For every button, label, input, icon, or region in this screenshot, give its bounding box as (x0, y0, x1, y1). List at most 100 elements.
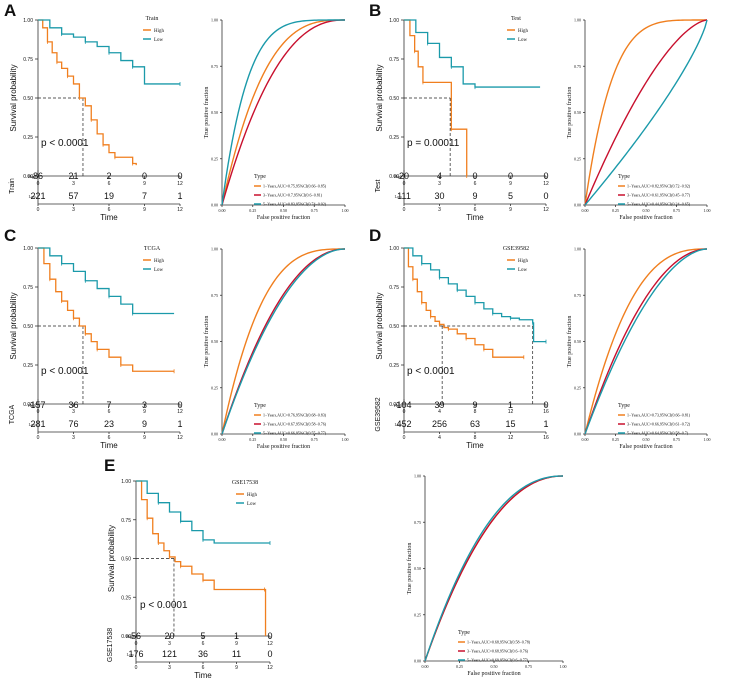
panel-label: A (4, 1, 16, 20)
y-axis-label: Survival probability (375, 292, 384, 359)
roc-y-tick-label: 0.00 (574, 203, 581, 208)
roc-y-tick-label: 0.00 (211, 432, 218, 437)
roc-x-tick-label: 0.75 (311, 437, 318, 442)
risk-x-tick-label: 0 (37, 207, 40, 213)
roc-y-tick-label: 0.75 (211, 64, 218, 69)
roc-y-tick-label: 0.75 (211, 293, 218, 298)
y-tick-label: 1.00 (121, 479, 131, 485)
y-tick-label: 0.75 (121, 518, 131, 524)
roc-panel-e: 0.000.00 0.25 0.25 0.50 0.50 0.75 0.75 1.00 1.00… (406, 474, 567, 678)
risk-row-label: Low (127, 652, 134, 657)
y-tick-label: 0.25 (23, 363, 33, 369)
risk-count-low: 5 (508, 191, 513, 201)
km-curve-low (38, 247, 175, 315)
legend-label: Low (154, 268, 164, 273)
km-panel-a: A0.000.250.500.751.00036912Survival prob… (4, 1, 183, 222)
risk-x-tick-label: 12 (177, 435, 183, 441)
p-value: p < 0.0001 (41, 366, 89, 377)
roc-legend-label: 3−Years,AUC=0.68,95%CI(0.6−0.76) (467, 649, 529, 655)
risk-x-tick-label: 6 (108, 207, 111, 213)
roc-y-tick-label: 1.00 (574, 18, 581, 23)
risk-count-low: 1 (543, 419, 548, 429)
legend-label: High (247, 493, 258, 498)
roc-legend-label: 3−Years,AUC=0.7,95%CI(0.6−0.81) (263, 193, 323, 199)
legend-label: Low (518, 268, 528, 273)
x-tick-label: 12 (177, 409, 183, 415)
roc-x-axis-label: False positive fraction (467, 670, 520, 677)
y-tick-label: 1.00 (389, 18, 399, 24)
roc-y-tick-label: 0.25 (574, 385, 581, 390)
roc-x-tick-label: 0.00 (219, 437, 226, 442)
risk-x-tick-label: 3 (438, 207, 441, 213)
x-tick-label: 3 (72, 181, 75, 187)
y-axis-label: Survival probability (9, 64, 18, 131)
time-label: Time (466, 213, 484, 222)
risk-count-low: 452 (396, 419, 411, 429)
risk-table-label: Train (9, 178, 16, 194)
roc-y-tick-label: 1.00 (211, 18, 218, 23)
roc-y-tick-label: 0.50 (574, 110, 581, 115)
risk-table-label: GSE39582 (375, 397, 382, 431)
risk-table-label: Test (375, 180, 382, 193)
risk-count-high: 1 (508, 400, 513, 410)
y-tick-label: 0.50 (23, 96, 33, 102)
km-panel-c: C0.000.250.500.751.00036912Survival prob… (4, 226, 183, 450)
risk-x-tick-label: 6 (202, 665, 205, 671)
risk-x-tick-label: 4 (438, 435, 441, 441)
x-tick-label: 12 (508, 409, 514, 415)
roc-x-tick-label: 0.25 (249, 208, 256, 213)
risk-count-high: 0 (267, 631, 272, 641)
legend-title: TCGA (144, 246, 161, 252)
risk-x-tick-label: 9 (143, 435, 146, 441)
km-curve-high (38, 19, 137, 166)
y-tick-label: 0.75 (389, 57, 399, 63)
panel-label: B (369, 1, 381, 20)
risk-count-low: 19 (104, 191, 114, 201)
risk-count-high: 0 (543, 171, 548, 181)
roc-y-tick-label: 1.00 (211, 247, 218, 252)
risk-count-high: 1 (234, 631, 239, 641)
risk-count-high: 3 (142, 400, 147, 410)
roc-y-axis-label: True positive fraction (566, 87, 573, 139)
roc-x-tick-label: 0.75 (311, 208, 318, 213)
roc-x-tick-label: 0.00 (582, 437, 589, 442)
roc-x-tick-label: 0.50 (491, 664, 498, 669)
risk-count-low: 281 (30, 419, 45, 429)
y-tick-label: 0.50 (389, 96, 399, 102)
risk-count-high: 4 (437, 171, 442, 181)
roc-legend-label: 1−Years,AUC=0.68,95%CI(0.58−0.78) (467, 640, 531, 646)
risk-count-high: 9 (472, 400, 477, 410)
risk-count-low: 221 (30, 191, 45, 201)
risk-x-tick-label: 16 (543, 435, 549, 441)
risk-count-low: 23 (104, 419, 114, 429)
roc-curve-3-years (221, 248, 346, 435)
roc-x-tick-label: 0.00 (422, 664, 429, 669)
y-tick-label: 0.25 (23, 135, 33, 141)
y-axis-label: Survival probability (375, 64, 384, 131)
legend-label: Low (154, 38, 164, 43)
km-curve-high (404, 19, 468, 176)
km-curve-high (136, 480, 267, 636)
risk-x-tick-label: 8 (474, 435, 477, 441)
roc-x-tick-label: 0.25 (612, 208, 619, 213)
roc-x-tick-label: 0.50 (280, 437, 287, 442)
risk-count-high: 104 (396, 400, 411, 410)
roc-y-tick-label: 0.50 (211, 110, 218, 115)
risk-count-low: 63 (470, 419, 480, 429)
roc-y-tick-label: 0.75 (574, 293, 581, 298)
risk-row-label: Low (395, 194, 402, 199)
risk-count-high: 0 (472, 171, 477, 181)
roc-x-tick-label: 0.75 (673, 437, 680, 442)
risk-x-tick-label: 12 (543, 207, 549, 213)
risk-x-tick-label: 3 (72, 435, 75, 441)
p-value: p = 0.00011 (407, 138, 460, 149)
km-curve-low (404, 247, 546, 343)
x-tick-label: 3 (438, 181, 441, 187)
risk-row-label: Low (395, 422, 402, 427)
panel-label: C (4, 226, 16, 245)
km-curve-high (38, 247, 175, 372)
panel-label: D (369, 226, 381, 245)
risk-x-tick-label: 12 (267, 665, 273, 671)
roc-curve-5-years (584, 248, 708, 435)
risk-count-low: 7 (142, 191, 147, 201)
